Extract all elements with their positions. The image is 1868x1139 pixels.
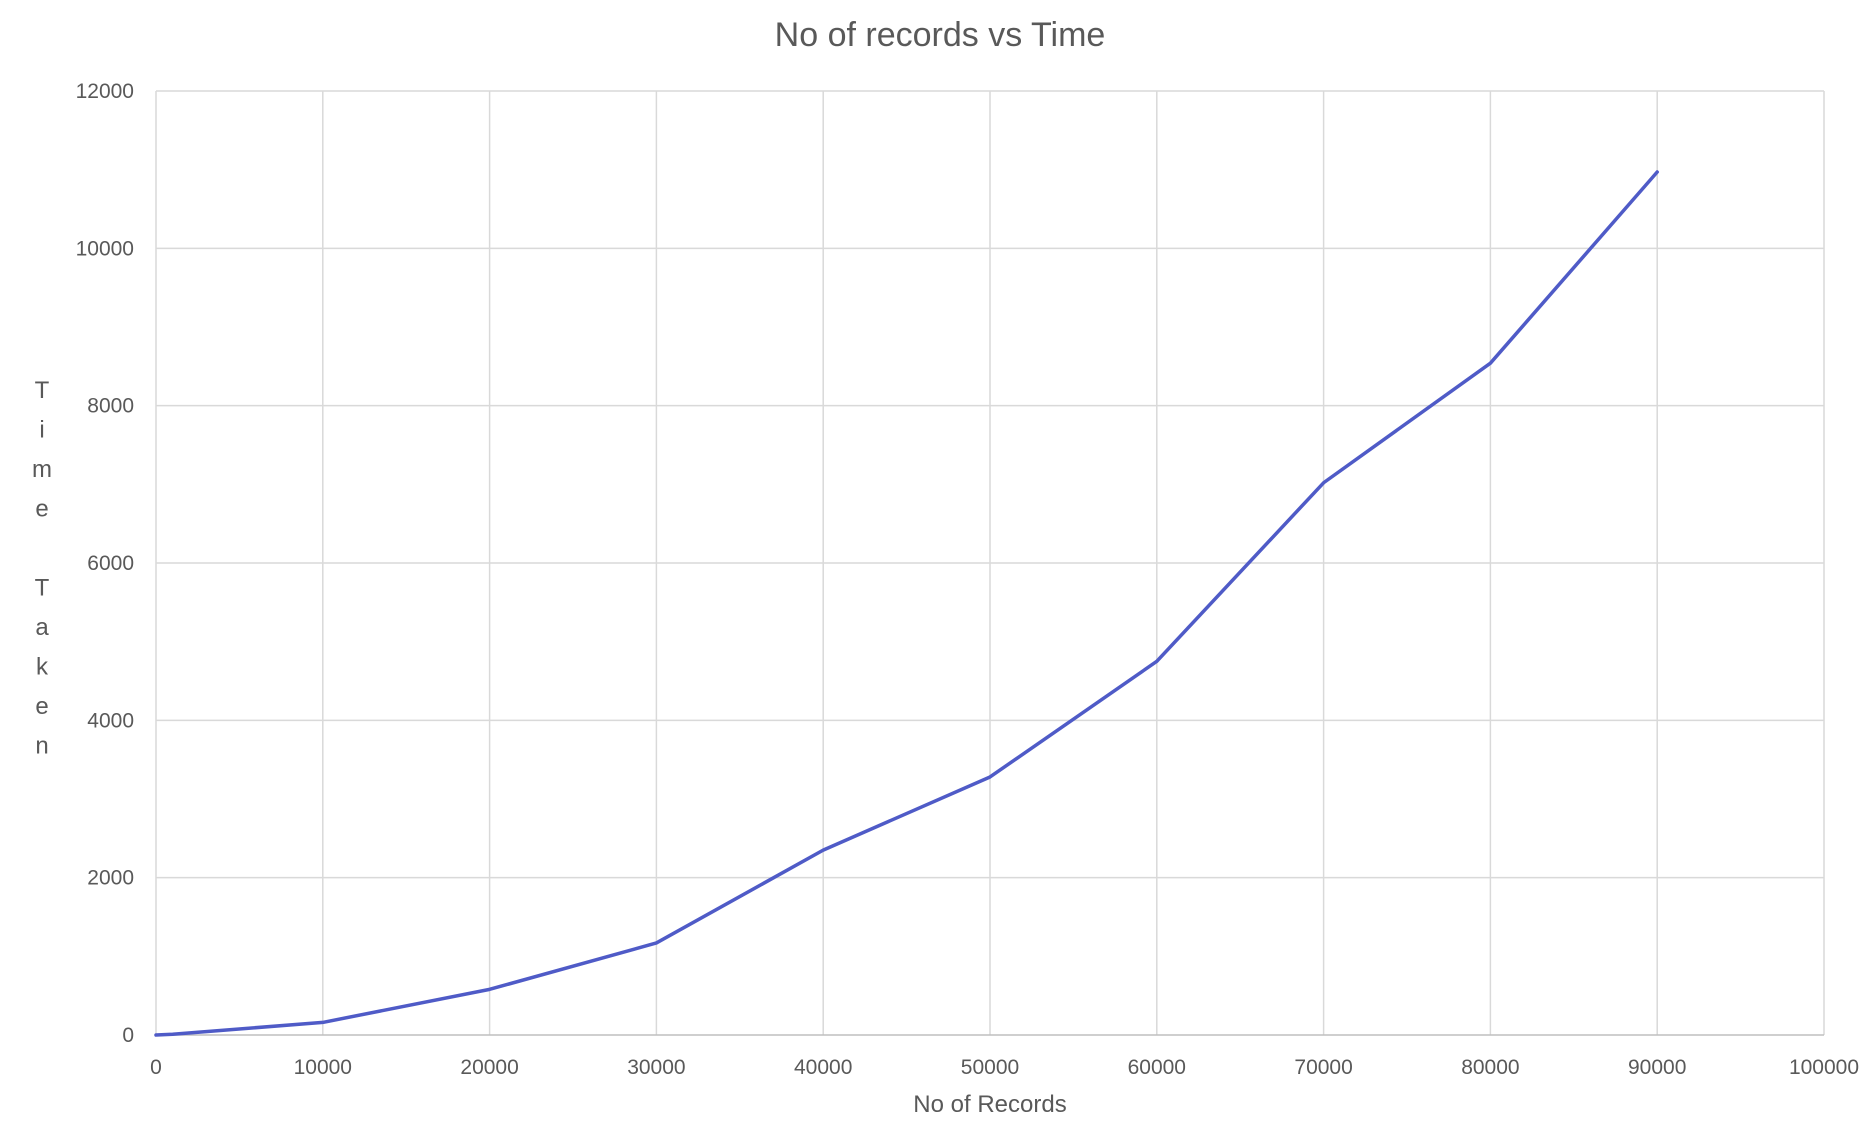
y-tick-label: 10000 <box>76 237 134 260</box>
x-tick-label: 100000 <box>1789 1056 1859 1079</box>
x-axis-title: No of Records <box>913 1091 1066 1118</box>
y-tick-label: 12000 <box>76 80 134 103</box>
x-tick-label: 50000 <box>961 1056 1019 1079</box>
chart-title: No of records vs Time <box>775 16 1106 54</box>
x-tick-label: 30000 <box>627 1056 685 1079</box>
gridlines <box>156 90 1825 1035</box>
x-tick-label: 0 <box>150 1056 162 1079</box>
y-axis-title-letter: k <box>36 654 49 681</box>
x-tick-label: 20000 <box>460 1056 518 1079</box>
y-axis-title-letter: a <box>35 614 49 641</box>
y-axis-title-letter: n <box>35 733 48 760</box>
y-axis-title-letter: T <box>35 575 50 602</box>
y-tick-label: 0 <box>122 1024 134 1047</box>
x-tick-label: 80000 <box>1461 1056 1519 1079</box>
series-lines <box>154 170 1659 1037</box>
x-tick-label: 60000 <box>1128 1056 1186 1079</box>
x-tick-label: 40000 <box>794 1056 852 1079</box>
y-tick-label: 2000 <box>87 867 134 890</box>
tick-labels: 0 10000 20000 30000 40000 50000 60000 70000 8000… <box>76 80 1859 1079</box>
x-tick-label: 90000 <box>1628 1056 1686 1079</box>
y-tick-label: 8000 <box>87 395 134 418</box>
y-axis-title-letter: e <box>35 496 48 523</box>
y-axis-title-letter: e <box>35 693 48 720</box>
series-line <box>154 170 1659 1037</box>
y-tick-label: 4000 <box>87 709 134 732</box>
y-axis-title-letter: i <box>39 417 44 444</box>
x-tick-label: 70000 <box>1294 1056 1352 1079</box>
axes <box>155 91 1824 1036</box>
y-axis-title-letter: T <box>35 377 50 404</box>
y-axis-title-letter: m <box>32 456 52 483</box>
y-tick-label: 6000 <box>87 552 134 575</box>
x-tick-label: 10000 <box>294 1056 352 1079</box>
